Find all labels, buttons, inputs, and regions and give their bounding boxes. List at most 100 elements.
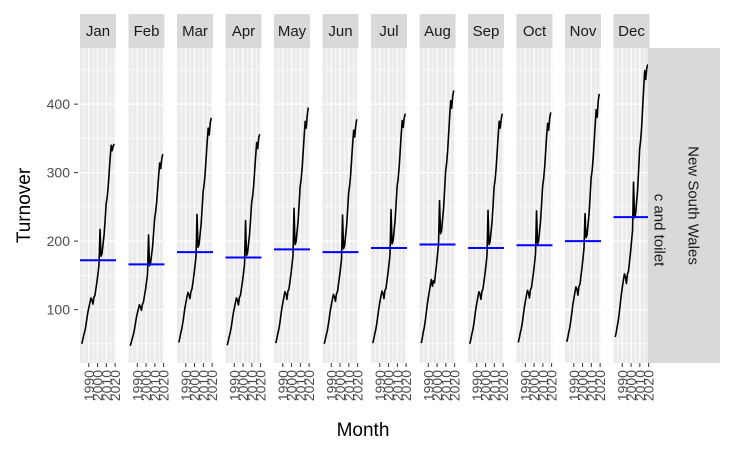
year-tick-label: 2020 — [495, 370, 511, 401]
year-tick-label: 2000 — [235, 370, 251, 401]
month-strip-label: Apr — [232, 23, 255, 40]
year-tick-label: 2010 — [438, 370, 454, 401]
year-tick-label: 2010 — [341, 370, 357, 401]
year-tick-label: 2010 — [292, 370, 308, 401]
y-tick-label: 200 — [47, 233, 71, 249]
y-tick-label: 400 — [47, 96, 71, 112]
series-line — [371, 113, 407, 344]
month-strip-label: Aug — [424, 23, 451, 40]
month-strip — [80, 14, 116, 48]
year-tick-label: 2000 — [90, 370, 106, 401]
month-strip — [468, 14, 504, 48]
month-strip-label: Nov — [570, 23, 597, 40]
month-strip — [177, 14, 213, 48]
year-tick-label: 2000 — [138, 370, 154, 401]
year-tick-label: 2020 — [156, 370, 172, 401]
year-tick-label: 2020 — [301, 370, 317, 401]
month-strip-label: Sep — [473, 23, 500, 40]
month-strip — [565, 14, 601, 48]
series-line — [274, 107, 310, 344]
month-strip — [371, 14, 407, 48]
year-tick-label: 2000 — [381, 370, 397, 401]
facet-row-label-industry: Pharmaceutical, cosmetic and toiletry go… — [651, 30, 668, 380]
facet-row-label-state: New South Wales — [685, 146, 702, 265]
year-tick-label: 2010 — [147, 370, 163, 401]
year-tick-label: 2020 — [107, 370, 123, 401]
month-strip — [128, 14, 165, 48]
series-line — [177, 117, 213, 343]
year-tick-label: 2020 — [641, 370, 657, 401]
month-strip — [613, 14, 650, 48]
year-tick-label: 2000 — [429, 370, 445, 401]
month-strip-label: Oct — [523, 23, 547, 40]
series-line — [614, 64, 649, 338]
year-tick-label: 2000 — [187, 370, 203, 401]
year-tick-label: 2020 — [350, 370, 366, 401]
series-line — [323, 119, 358, 345]
year-tick-label: 2010 — [244, 370, 260, 401]
series-line — [226, 134, 261, 346]
month-strip-label: May — [278, 23, 307, 40]
year-tick-label: 2000 — [526, 370, 542, 401]
month-strip-label: Jan — [86, 23, 110, 40]
year-tick-label: 1990 — [129, 370, 145, 401]
year-tick-label: 1990 — [81, 370, 97, 401]
year-tick-label: 2010 — [486, 370, 502, 401]
series-line — [80, 143, 115, 345]
year-tick-label: 1990 — [517, 370, 533, 401]
month-strip — [516, 14, 553, 48]
series-line — [565, 93, 601, 342]
year-tick-label: 1990 — [226, 370, 242, 401]
series-line — [468, 113, 504, 345]
year-tick-label: 1990 — [469, 370, 485, 401]
year-tick-label: 2000 — [478, 370, 494, 401]
facet-row-strip — [648, 48, 720, 363]
year-tick-label: 2010 — [195, 370, 211, 401]
year-tick-label: 2020 — [204, 370, 220, 401]
year-tick-label: 2020 — [398, 370, 414, 401]
y-tick-label: 100 — [47, 302, 71, 318]
series-line — [420, 90, 455, 344]
year-tick-label: 2020 — [592, 370, 608, 401]
year-tick-label: 1990 — [275, 370, 291, 401]
month-strip-label: Dec — [618, 23, 645, 40]
month-strip — [322, 14, 359, 48]
series-line — [517, 112, 552, 343]
x-axis-title: Month — [337, 420, 390, 441]
month-strip — [225, 14, 262, 48]
year-tick-label: 1990 — [614, 370, 630, 401]
month-strip — [274, 14, 310, 48]
year-tick-label: 2020 — [544, 370, 560, 401]
year-tick-label: 2010 — [98, 370, 114, 401]
year-tick-label: 2020 — [447, 370, 463, 401]
year-tick-label: 1990 — [323, 370, 339, 401]
series-line — [129, 153, 164, 347]
year-tick-label: 1990 — [566, 370, 582, 401]
year-tick-label: 2010 — [632, 370, 648, 401]
year-tick-label: 2000 — [284, 370, 300, 401]
month-strip-label: Jun — [328, 23, 352, 40]
y-tick-label: 300 — [47, 165, 71, 181]
year-tick-label: 2010 — [583, 370, 599, 401]
year-tick-label: 1990 — [420, 370, 436, 401]
year-tick-label: 2000 — [332, 370, 348, 401]
month-strip-label: Feb — [134, 23, 160, 40]
year-tick-label: 2000 — [575, 370, 591, 401]
year-tick-label: 1990 — [178, 370, 194, 401]
month-strip-label: Mar — [182, 23, 208, 40]
y-axis-title: Turnover — [14, 167, 35, 243]
